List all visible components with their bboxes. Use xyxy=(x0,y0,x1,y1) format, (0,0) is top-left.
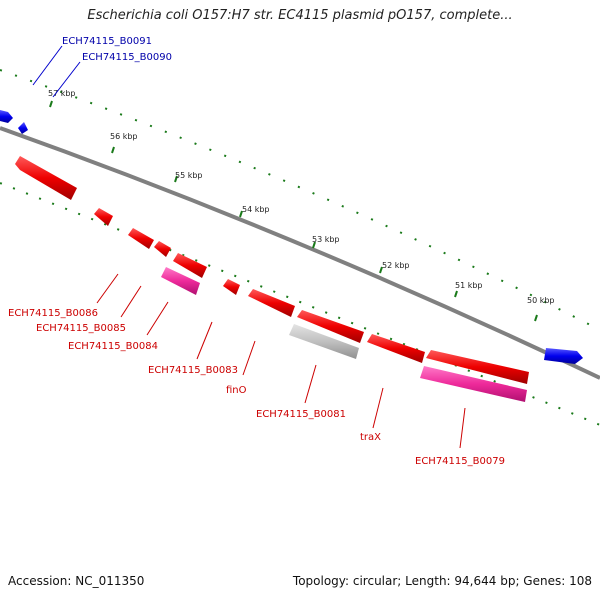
plasmid-backbone xyxy=(0,126,600,380)
leader-line xyxy=(52,61,81,98)
gene-arrow[interactable] xyxy=(289,324,359,359)
gene-arrow[interactable] xyxy=(223,279,240,295)
gene-arrow[interactable] xyxy=(426,350,529,384)
leader-lines xyxy=(96,273,466,449)
gene-arrow[interactable] xyxy=(420,366,527,402)
gene-label[interactable]: ECH74115_B0083 xyxy=(148,365,238,376)
gene-label[interactable]: ECH74115_B0079 xyxy=(415,456,505,467)
gene-arrow[interactable] xyxy=(18,122,28,134)
gene-label[interactable]: finO xyxy=(226,385,247,396)
inner-gc-ring xyxy=(0,182,600,426)
accession-text: Accession: NC_011350 xyxy=(8,574,145,588)
gene-arrow[interactable] xyxy=(544,348,583,364)
gene-label[interactable]: ECH74115_B0090 xyxy=(82,52,172,63)
tick-label: 53 kbp xyxy=(312,235,340,244)
kbp-major-ticks xyxy=(49,100,538,322)
gene-arrow[interactable] xyxy=(297,310,364,343)
topology-text: Topology: circular; Length: 94,644 bp; G… xyxy=(292,574,592,588)
tick-label: 51 kbp xyxy=(455,281,483,290)
gene-arrow[interactable] xyxy=(15,156,77,200)
tick-label: 52 kbp xyxy=(382,261,410,270)
gene-label[interactable]: ECH74115_B0086 xyxy=(8,308,98,319)
gene-arrow[interactable] xyxy=(367,334,425,363)
gene-arrow[interactable] xyxy=(128,228,154,249)
gene-label[interactable]: ECH74115_B0091 xyxy=(62,36,152,47)
gene-label[interactable]: traX xyxy=(360,432,381,443)
tick-label: 55 kbp xyxy=(175,171,203,180)
gene-arrow[interactable] xyxy=(161,267,200,295)
gene-arrow[interactable] xyxy=(154,241,171,257)
tick-label: 56 kbp xyxy=(110,132,138,141)
tick-label: 54 kbp xyxy=(242,205,270,214)
gene-arrow[interactable] xyxy=(248,289,295,317)
leader-line xyxy=(32,45,63,86)
gene-arrow[interactable] xyxy=(94,208,113,226)
gene-arrow[interactable] xyxy=(173,253,207,278)
gene-label[interactable]: ECH74115_B0084 xyxy=(68,341,158,352)
map-title: Escherichia coli O157:H7 str. EC4115 pla… xyxy=(87,8,513,23)
tick-label: 50 kbp xyxy=(527,296,555,305)
gene-arrow[interactable] xyxy=(0,110,13,123)
gene-label[interactable]: ECH74115_B0085 xyxy=(36,323,126,334)
tick-label: 57 kbp xyxy=(48,89,76,98)
outer-tick-ring xyxy=(0,69,600,331)
gene-label[interactable]: ECH74115_B0081 xyxy=(256,409,346,420)
